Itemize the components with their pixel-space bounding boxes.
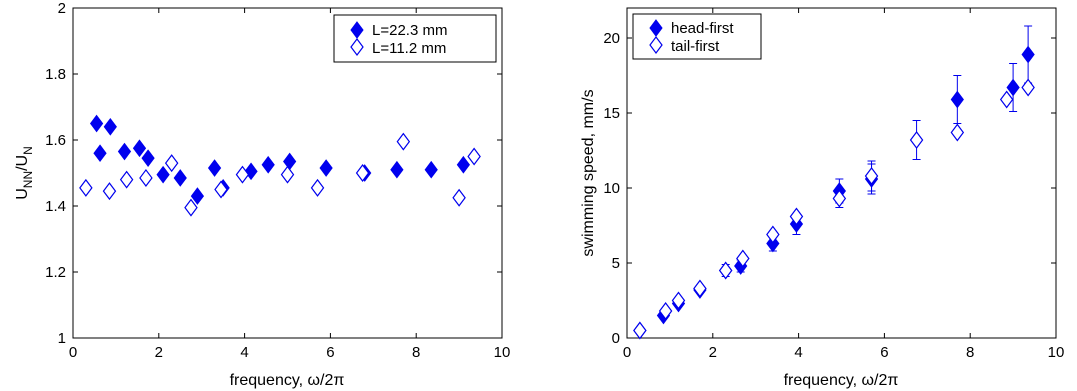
data-point-open: [355, 164, 370, 182]
x-axis-label: frequency, ω/2π: [230, 372, 345, 389]
data-point-open: [718, 261, 733, 280]
y-tick-label: 0: [612, 330, 620, 347]
data-point-open: [184, 198, 198, 217]
tick-layer: 0 2 4 6 8 10 1 1.2 1.4 1.6 1.8 2: [45, 0, 510, 361]
data-point-filled: [141, 149, 155, 167]
data-point-filled: [117, 142, 132, 161]
data-point-filled: [207, 159, 222, 177]
data-point-open: [214, 180, 228, 199]
legend-label-2: tail-first: [671, 38, 720, 55]
data-point-open: [633, 321, 647, 340]
y-tick-label: 5: [612, 255, 620, 272]
data-point-filled: [103, 117, 117, 136]
data-point-filled: [1006, 78, 1020, 97]
data-point-open: [766, 225, 780, 244]
legend-label-1: L=22.3 mm: [372, 22, 447, 39]
data-point-open: [79, 178, 93, 197]
x-tick-label: 2: [709, 344, 717, 361]
marker-layer: [79, 114, 481, 217]
data-point-filled: [390, 160, 404, 179]
plot-frame: [626, 7, 1057, 339]
y-axis-label-sub2: N: [21, 146, 35, 155]
data-point-open: [452, 188, 466, 207]
data-point-filled: [89, 114, 104, 133]
data-point-filled: [424, 160, 438, 179]
x-tick-label: 6: [880, 344, 888, 361]
chart-right: 0 2 4 6 8 10 0 5 10 15 20 frequency, ω/2π swimming…: [580, 7, 1064, 389]
data-point-open: [164, 154, 179, 173]
x-tick-label: 2: [155, 344, 163, 361]
data-point-open: [396, 132, 411, 151]
data-point-open: [280, 165, 295, 184]
legend-label-1: head-first: [671, 20, 734, 37]
x-tick-label: 10: [1048, 344, 1065, 361]
data-point-open: [467, 147, 481, 166]
data-point-filled: [283, 152, 297, 171]
data-point-filled: [950, 90, 964, 109]
data-point-open: [909, 131, 924, 149]
data-point-open: [235, 165, 250, 184]
data-point-open: [139, 168, 153, 187]
data-point-filled: [190, 187, 205, 205]
y-tick-label: 15: [603, 105, 620, 122]
data-point-filled: [1021, 45, 1035, 64]
y-tick-label: 20: [603, 30, 620, 47]
y-tick-label: 1: [58, 330, 66, 347]
tick-layer: 0 2 4 6 8 10 0 5 10 15 20: [603, 8, 1064, 361]
x-tick-label: 10: [494, 344, 511, 361]
data-point-open: [736, 249, 750, 268]
y-axis-label: UNN/UN: [14, 146, 35, 200]
data-point-filled: [319, 159, 333, 177]
y-axis-label-mid: /U: [14, 155, 31, 171]
data-point-filled: [456, 155, 471, 174]
x-tick-label: 8: [412, 344, 420, 361]
data-point-open: [950, 123, 965, 142]
legend-box: [333, 14, 497, 63]
legend: L=22.3 mm L=11.2 mm: [333, 14, 497, 63]
data-point-filled: [261, 155, 275, 174]
y-axis-label-main: U: [14, 188, 31, 200]
legend: head-first tail-first: [632, 13, 762, 60]
data-point-filled: [173, 169, 187, 187]
y-tick-label: 1.6: [45, 132, 66, 149]
x-axis-label: frequency, ω/2π: [784, 372, 899, 389]
legend-marker-open: [649, 36, 663, 54]
data-point-open: [102, 182, 117, 201]
legend-marker-open: [350, 38, 364, 56]
data-point-open: [119, 170, 134, 189]
marker-layer: [633, 25, 1035, 340]
x-tick-label: 4: [794, 344, 802, 361]
y-tick-label: 1.2: [45, 264, 66, 281]
x-tick-label: 0: [623, 344, 631, 361]
data-point-open: [658, 302, 673, 320]
data-point-open: [999, 90, 1014, 109]
data-point-filled: [132, 139, 147, 158]
data-point-filled: [93, 144, 107, 163]
x-tick-label: 8: [966, 344, 974, 361]
data-point-open: [693, 279, 707, 298]
x-tick-label: 0: [69, 344, 77, 361]
data-point-open: [864, 167, 879, 185]
x-tick-label: 6: [326, 344, 334, 361]
x-tick-label: 4: [240, 344, 248, 361]
data-point-open: [310, 178, 325, 197]
data-point-open: [832, 189, 847, 208]
legend-label-2: L=11.2 mm: [372, 40, 446, 57]
data-point-open: [671, 291, 686, 310]
data-point-open: [1021, 78, 1035, 97]
y-tick-label: 1.8: [45, 66, 66, 83]
y-axis-label-sub1: NN: [21, 171, 35, 188]
y-axis-label: swimming speed, mm/s: [580, 89, 597, 256]
y-tick-label: 2: [58, 0, 66, 17]
data-point-open: [789, 207, 804, 226]
plot-frame: [72, 7, 503, 339]
y-tick-label: 1.4: [45, 198, 66, 215]
data-point-filled: [156, 165, 170, 184]
y-tick-label: 10: [603, 180, 620, 197]
